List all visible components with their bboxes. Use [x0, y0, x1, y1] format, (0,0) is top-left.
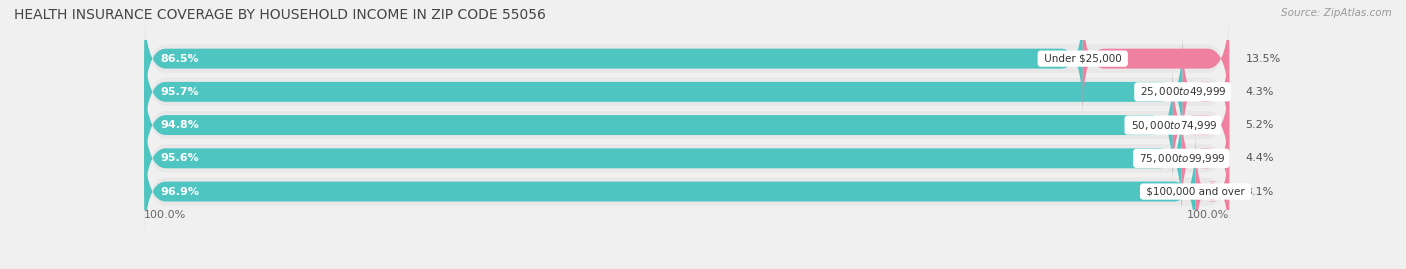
- Text: 95.6%: 95.6%: [160, 153, 200, 163]
- FancyBboxPatch shape: [1181, 102, 1229, 215]
- FancyBboxPatch shape: [145, 135, 1195, 248]
- FancyBboxPatch shape: [1195, 135, 1229, 248]
- FancyBboxPatch shape: [145, 6, 1229, 111]
- Text: $50,000 to $74,999: $50,000 to $74,999: [1128, 119, 1218, 132]
- Text: 3.1%: 3.1%: [1246, 186, 1274, 197]
- Text: 94.8%: 94.8%: [160, 120, 200, 130]
- Text: $100,000 and over: $100,000 and over: [1143, 186, 1249, 197]
- FancyBboxPatch shape: [1083, 2, 1229, 115]
- FancyBboxPatch shape: [145, 69, 1173, 182]
- FancyBboxPatch shape: [1173, 69, 1229, 182]
- FancyBboxPatch shape: [145, 35, 1182, 148]
- Text: 4.3%: 4.3%: [1246, 87, 1274, 97]
- Text: HEALTH INSURANCE COVERAGE BY HOUSEHOLD INCOME IN ZIP CODE 55056: HEALTH INSURANCE COVERAGE BY HOUSEHOLD I…: [14, 8, 546, 22]
- Text: Source: ZipAtlas.com: Source: ZipAtlas.com: [1281, 8, 1392, 18]
- Text: 96.9%: 96.9%: [160, 186, 200, 197]
- FancyBboxPatch shape: [145, 106, 1229, 211]
- FancyBboxPatch shape: [145, 40, 1229, 144]
- Text: 4.4%: 4.4%: [1246, 153, 1274, 163]
- FancyBboxPatch shape: [145, 139, 1229, 244]
- FancyBboxPatch shape: [145, 73, 1229, 178]
- Text: $75,000 to $99,999: $75,000 to $99,999: [1136, 152, 1226, 165]
- Text: Under $25,000: Under $25,000: [1040, 54, 1125, 64]
- FancyBboxPatch shape: [145, 102, 1181, 215]
- Text: 100.0%: 100.0%: [1187, 210, 1229, 220]
- Text: $25,000 to $49,999: $25,000 to $49,999: [1137, 85, 1227, 98]
- FancyBboxPatch shape: [145, 2, 1083, 115]
- Text: 100.0%: 100.0%: [145, 210, 187, 220]
- Text: 13.5%: 13.5%: [1246, 54, 1281, 64]
- Text: 95.7%: 95.7%: [160, 87, 200, 97]
- Text: 86.5%: 86.5%: [160, 54, 200, 64]
- FancyBboxPatch shape: [1182, 35, 1229, 148]
- Text: 5.2%: 5.2%: [1246, 120, 1274, 130]
